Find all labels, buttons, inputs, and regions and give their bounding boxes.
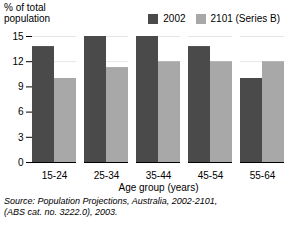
svg-text:3: 3: [18, 132, 24, 143]
html-text:% of total population: % of total population: [4, 2, 51, 24]
svg-text:55-64: 55-64: [250, 170, 276, 181]
svg-text:6: 6: [18, 106, 24, 117]
svg-text:0: 0: [18, 157, 24, 168]
svg-text:15: 15: [12, 31, 24, 42]
svg-text:45-54: 45-54: [198, 170, 224, 181]
html-text:2101 (Series B): 2101 (Series B): [210, 13, 280, 24]
svg-text:15-24: 15-24: [42, 170, 68, 181]
html-text:2002: 2002: [163, 13, 186, 24]
svg-text:12: 12: [12, 56, 24, 67]
svg-text:25-34: 25-34: [94, 170, 120, 181]
svg-text:Age group (years): Age group (years): [118, 182, 198, 193]
html-text:Source: Population Projections: Source: Population Projections, Australi…: [4, 196, 218, 217]
svg-text:35-44: 35-44: [146, 170, 172, 181]
svg-text:9: 9: [18, 81, 24, 92]
